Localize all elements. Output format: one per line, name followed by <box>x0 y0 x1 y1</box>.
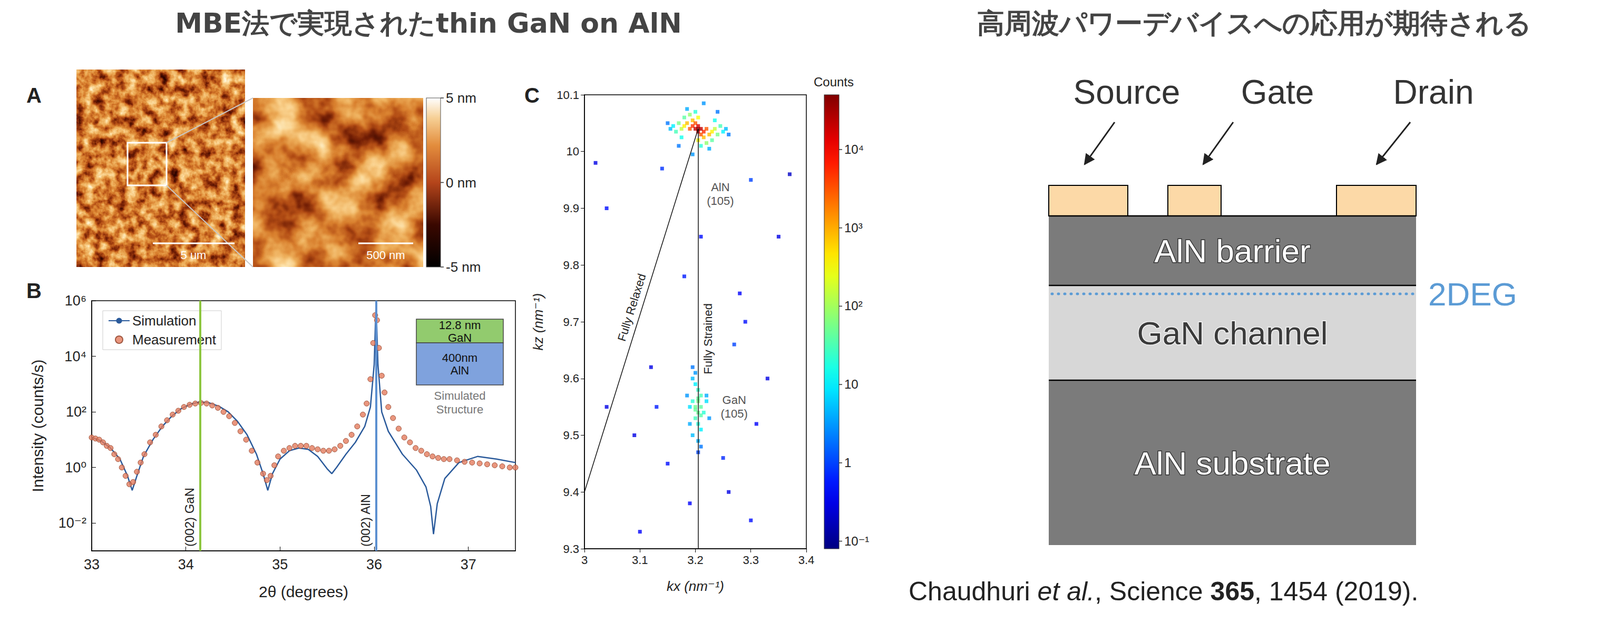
svg-text:(002) GaN: (002) GaN <box>182 488 197 548</box>
svg-text:AlN substrate: AlN substrate <box>1134 445 1331 482</box>
svg-text:Simulation: Simulation <box>132 313 197 329</box>
svg-text:kx (nm⁻¹): kx (nm⁻¹) <box>666 578 725 595</box>
svg-text:Chaudhuri et al., Science 365,: Chaudhuri et al., Science 365, 1454 (201… <box>908 577 1419 607</box>
svg-text:Gate: Gate <box>1241 73 1315 112</box>
svg-text:10⁻¹: 10⁻¹ <box>844 534 870 549</box>
svg-text:GaN channel: GaN channel <box>1137 315 1329 352</box>
svg-text:AlN: AlN <box>710 180 730 194</box>
svg-text:3.3: 3.3 <box>742 553 759 568</box>
svg-text:37: 37 <box>460 557 477 573</box>
svg-text:5 nm: 5 nm <box>445 90 477 106</box>
svg-text:10³: 10³ <box>844 220 863 236</box>
svg-text:9.5: 9.5 <box>562 428 580 443</box>
svg-text:(105): (105) <box>720 407 748 421</box>
svg-text:9.4: 9.4 <box>562 485 580 500</box>
svg-text:12.8 nm: 12.8 nm <box>438 318 482 333</box>
svg-text:Counts: Counts <box>813 74 854 90</box>
svg-text:9.3: 9.3 <box>562 542 580 556</box>
svg-text:Source: Source <box>1073 73 1181 112</box>
svg-text:10⁻²: 10⁻² <box>58 515 87 532</box>
svg-text:(105): (105) <box>706 194 734 208</box>
svg-text:kz (nm⁻¹): kz (nm⁻¹) <box>530 293 546 351</box>
svg-text:Fully Relaxed: Fully Relaxed <box>615 271 649 344</box>
svg-text:3: 3 <box>581 553 588 568</box>
svg-text:9.8: 9.8 <box>562 258 580 272</box>
svg-text:35: 35 <box>271 557 288 573</box>
svg-text:10²: 10² <box>65 404 87 421</box>
svg-text:10: 10 <box>844 377 859 392</box>
svg-text:3.2: 3.2 <box>687 553 704 568</box>
svg-text:5 um: 5 um <box>180 248 207 262</box>
svg-text:AlN: AlN <box>450 364 470 378</box>
svg-text:1: 1 <box>844 455 852 471</box>
svg-text:10⁶: 10⁶ <box>64 293 87 309</box>
svg-text:Intensity (counts/s): Intensity (counts/s) <box>28 359 47 493</box>
svg-text:B: B <box>26 279 42 303</box>
svg-text:400nm: 400nm <box>442 351 478 365</box>
svg-text:9.9: 9.9 <box>562 201 580 216</box>
svg-text:3.1: 3.1 <box>631 553 649 568</box>
svg-text:GaN: GaN <box>447 331 472 345</box>
svg-text:A: A <box>26 83 42 107</box>
svg-text:10⁰: 10⁰ <box>64 460 87 476</box>
svg-text:500 nm: 500 nm <box>366 248 405 262</box>
svg-text:36: 36 <box>366 557 383 573</box>
svg-text:(002) AlN: (002) AlN <box>358 494 373 548</box>
svg-text:高周波パワーデバイスへの応用が期待される: 高周波パワーデバイスへの応用が期待される <box>977 7 1532 39</box>
svg-text:10⁴: 10⁴ <box>64 348 87 365</box>
svg-text:2DEG: 2DEG <box>1428 276 1518 313</box>
svg-text:AlN barrier: AlN barrier <box>1154 232 1311 270</box>
svg-text:10: 10 <box>566 144 580 159</box>
svg-text:10⁴: 10⁴ <box>844 142 864 157</box>
svg-text:10.1: 10.1 <box>556 88 580 102</box>
svg-text:Fully Strained: Fully Strained <box>701 303 715 375</box>
svg-text:0 nm: 0 nm <box>445 174 477 191</box>
svg-text:3.4: 3.4 <box>798 553 815 568</box>
svg-text:GaN: GaN <box>722 393 747 407</box>
svg-text:33: 33 <box>83 557 100 573</box>
svg-text:10²: 10² <box>844 298 863 314</box>
svg-text:MBE法で実現されたthin GaN on AlN: MBE法で実現されたthin GaN on AlN <box>174 7 682 39</box>
svg-text:34: 34 <box>178 557 194 573</box>
svg-text:Drain: Drain <box>1393 73 1475 112</box>
svg-text:2θ (degrees): 2θ (degrees) <box>258 583 349 601</box>
svg-text:-5 nm: -5 nm <box>445 259 481 276</box>
svg-text:9.7: 9.7 <box>562 315 580 329</box>
svg-text:Measurement: Measurement <box>132 332 217 348</box>
svg-text:Structure: Structure <box>436 403 484 417</box>
svg-text:Simulated: Simulated <box>434 389 486 403</box>
svg-text:9.6: 9.6 <box>562 372 580 386</box>
svg-text:C: C <box>524 83 540 107</box>
